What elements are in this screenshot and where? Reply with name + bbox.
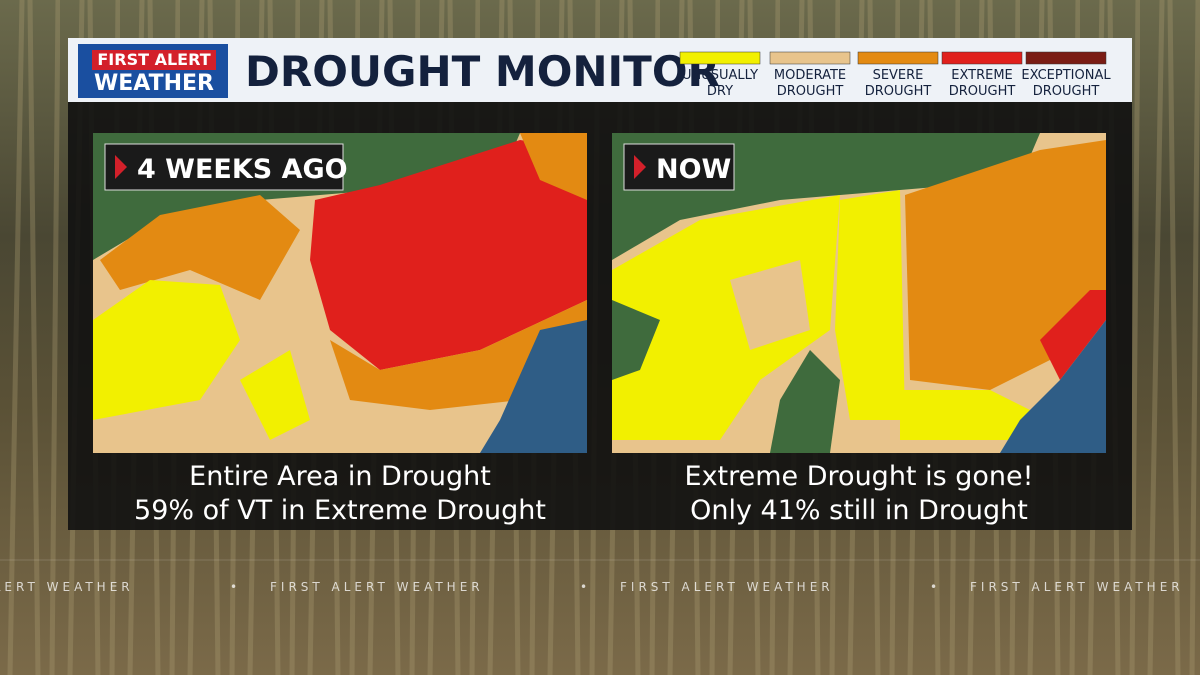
legend-label: DROUGHT bbox=[777, 84, 844, 99]
panel-label-arrow bbox=[115, 155, 127, 179]
panel-caption: Extreme Drought is gone! bbox=[685, 461, 1034, 492]
legend: UNUSUALLYDRYMODERATEDROUGHTSEVEREDROUGHT… bbox=[679, 51, 1111, 99]
legend-swatch bbox=[769, 51, 851, 65]
ticker-separator: • bbox=[930, 580, 937, 594]
ticker-separator: • bbox=[580, 580, 587, 594]
panel-caption: 59% of VT in Extreme Drought bbox=[134, 495, 546, 526]
ticker-text: FIRST ALERT WEATHER bbox=[970, 580, 1184, 594]
legend-label: MODERATE bbox=[774, 68, 846, 83]
legend-label: SEVERE bbox=[873, 68, 924, 83]
panel-caption: Entire Area in Drought bbox=[189, 461, 491, 492]
legend-label: DROUGHT bbox=[1033, 84, 1100, 99]
legend-label: EXTREME bbox=[951, 68, 1013, 83]
logo-line2: WEATHER bbox=[94, 71, 214, 96]
panel-label-box bbox=[104, 143, 344, 191]
ticker-separator: • bbox=[230, 580, 237, 594]
map-now bbox=[612, 133, 1106, 453]
logo-red bbox=[92, 50, 216, 70]
legend-label: DROUGHT bbox=[865, 84, 932, 99]
legend-label: DRY bbox=[707, 84, 733, 99]
panel-caption: Only 41% still in Drought bbox=[690, 495, 1028, 526]
ticker-text: FIRST ALERT WEATHER bbox=[620, 580, 834, 594]
panel-label: NOW bbox=[656, 154, 731, 185]
legend-swatch bbox=[1025, 51, 1107, 65]
panel-label-arrow bbox=[634, 155, 646, 179]
legend-label: UNUSUALLY bbox=[682, 68, 758, 83]
legend-swatch bbox=[857, 51, 939, 65]
ticker-text: FIRST ALERT WEATHER bbox=[270, 580, 484, 594]
legend-label: DROUGHT bbox=[949, 84, 1016, 99]
panel-label: 4 WEEKS AGO bbox=[137, 154, 348, 185]
ticker: FIRST ALERT WEATHER • FIRST ALERT WEATHER •… bbox=[0, 580, 1184, 594]
ticker-text: FIRST ALERT WEATHER bbox=[0, 580, 134, 594]
title: DROUGHT MONITOR bbox=[245, 47, 720, 96]
logo-line1: FIRST ALERT bbox=[97, 50, 210, 69]
header-bar bbox=[68, 38, 1132, 102]
legend-swatch bbox=[679, 51, 761, 65]
legend-label: EXCEPTIONAL bbox=[1021, 68, 1111, 83]
legend-swatch bbox=[941, 51, 1023, 65]
